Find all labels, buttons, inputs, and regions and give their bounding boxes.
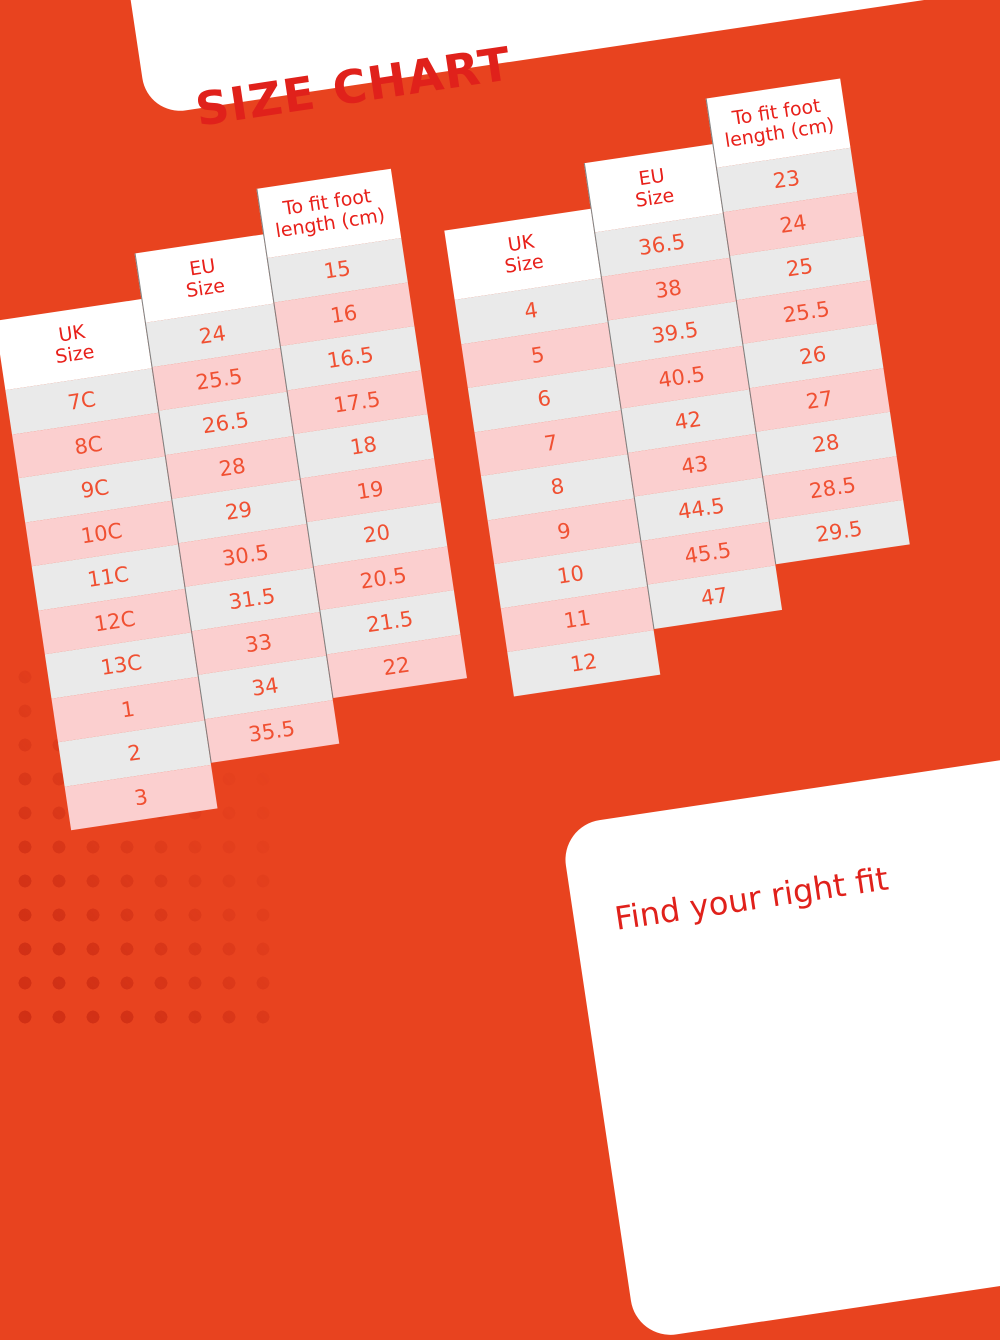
header-line: Size [633, 184, 676, 212]
header-line: Size [503, 250, 546, 279]
adult-size-table: UK Size 4 5 6 7 8 9 10 11 12 EU Size 36.5 38 39.5 40.5 42… [431, 78, 924, 697]
header-line: Size [53, 340, 96, 369]
header-line: Size [184, 274, 227, 303]
